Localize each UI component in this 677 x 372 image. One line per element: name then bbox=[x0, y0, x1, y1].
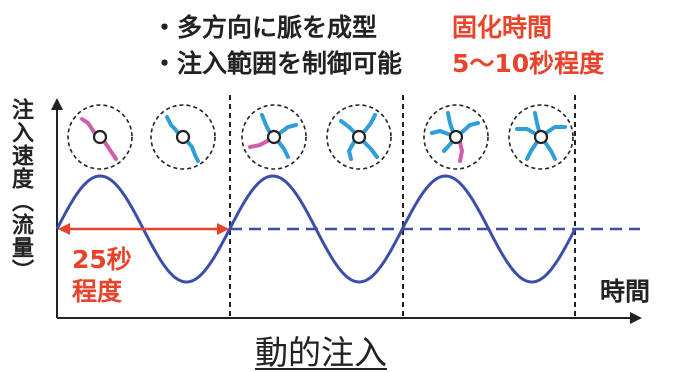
x-axis-label: 時間 bbox=[600, 277, 651, 306]
injection-hole-icon bbox=[351, 129, 367, 145]
vein-pattern-icon bbox=[508, 104, 574, 170]
injection-hole-icon bbox=[266, 129, 282, 145]
y-axis-label: 注入速度（流量） bbox=[8, 98, 33, 282]
vein-pattern-icon bbox=[150, 104, 216, 170]
vein-pattern-icon bbox=[326, 104, 392, 170]
bullet-1-detail: 固化時間 bbox=[452, 13, 553, 42]
vein-pattern-icon bbox=[67, 104, 133, 170]
vein-pattern-icon bbox=[423, 104, 489, 170]
bullet-marker: ・ bbox=[152, 49, 178, 78]
bullet-text: 注入範囲を制御可能 bbox=[177, 49, 403, 78]
vein-pattern-icon bbox=[241, 104, 307, 170]
bullet-1: ・多方向に脈を成型 bbox=[152, 8, 377, 44]
bullet-2: ・注入範囲を制御可能 bbox=[152, 44, 402, 80]
bullet-marker: ・ bbox=[152, 13, 178, 42]
period-label-line1: 25秒 bbox=[72, 245, 132, 274]
bullet-text: 多方向に脈を成型 bbox=[177, 13, 378, 42]
injection-hole-icon bbox=[448, 129, 464, 145]
injection-hole-icon bbox=[533, 129, 549, 145]
injection-hole-icon bbox=[92, 129, 108, 145]
diagram-caption: 動的注入 bbox=[255, 333, 387, 372]
bullet-2-detail: 5〜10秒程度 bbox=[452, 49, 605, 78]
period-label-line2: 程度 bbox=[72, 277, 123, 306]
injection-hole-icon bbox=[175, 129, 191, 145]
